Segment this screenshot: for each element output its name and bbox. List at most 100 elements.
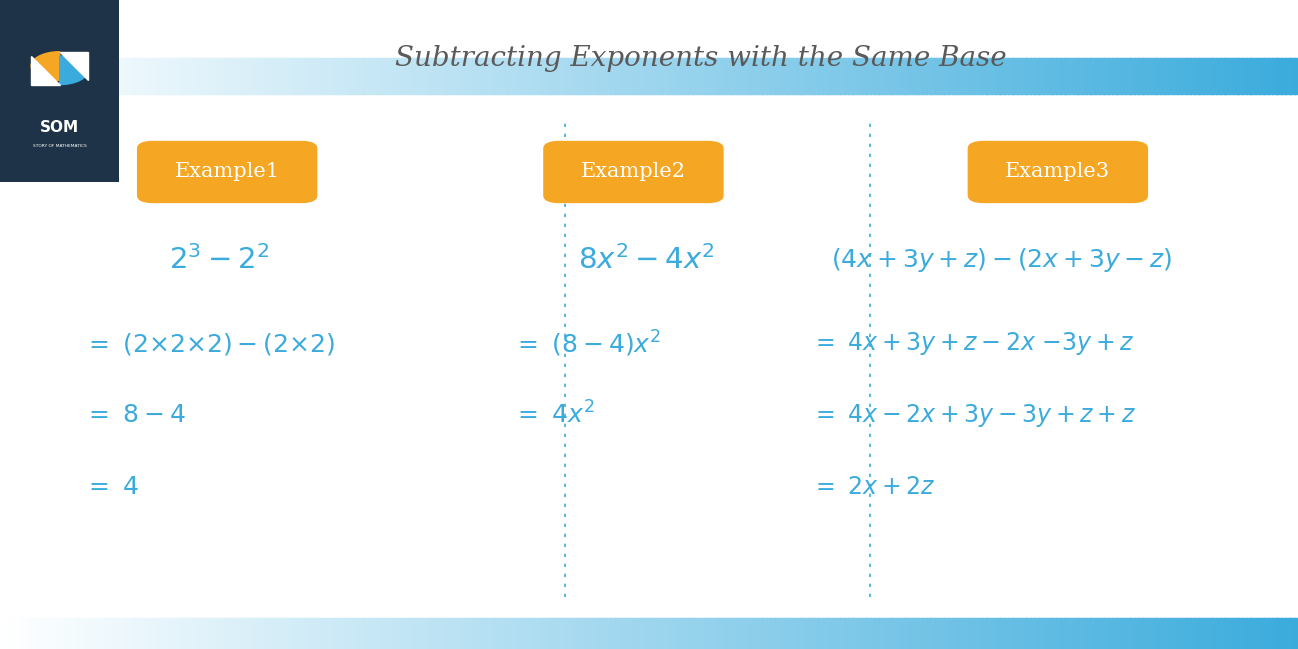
Bar <box>848 618 854 649</box>
Bar <box>653 618 659 649</box>
Bar <box>727 618 732 649</box>
Bar <box>727 58 732 94</box>
Bar <box>874 618 880 649</box>
Bar <box>165 618 170 649</box>
Bar <box>380 58 387 94</box>
Bar <box>69 58 75 94</box>
Bar <box>256 58 261 94</box>
Bar <box>1272 618 1277 649</box>
Bar <box>334 618 339 649</box>
Bar <box>1250 58 1256 94</box>
Bar <box>801 618 806 649</box>
Bar <box>1068 58 1075 94</box>
Bar <box>961 618 966 649</box>
Bar <box>48 58 53 94</box>
Polygon shape <box>60 56 88 84</box>
Bar <box>740 58 745 94</box>
Bar <box>1022 58 1027 94</box>
Bar <box>1237 58 1243 94</box>
Bar <box>367 58 374 94</box>
Bar <box>805 58 810 94</box>
Bar <box>445 618 452 649</box>
Bar <box>182 618 187 649</box>
Bar <box>1146 58 1153 94</box>
Bar <box>977 618 984 649</box>
Bar <box>632 618 637 649</box>
Bar <box>1259 58 1264 94</box>
Bar <box>671 58 676 94</box>
Bar <box>1029 58 1036 94</box>
Bar <box>360 618 365 649</box>
Bar <box>454 58 459 94</box>
Bar <box>147 58 153 94</box>
Bar <box>853 618 858 649</box>
Bar <box>896 618 901 649</box>
Bar <box>757 618 763 649</box>
Bar <box>1268 58 1273 94</box>
Bar <box>857 58 862 94</box>
Bar <box>139 58 144 94</box>
Bar <box>986 618 992 649</box>
Bar <box>471 618 478 649</box>
Bar <box>1194 58 1199 94</box>
Text: $8x^2 - 4x^2$: $8x^2 - 4x^2$ <box>578 245 714 275</box>
Bar <box>454 618 459 649</box>
Bar <box>575 58 582 94</box>
Bar <box>1198 58 1205 94</box>
Bar <box>1151 58 1157 94</box>
Bar <box>437 618 443 649</box>
Bar <box>814 618 819 649</box>
Bar <box>1263 618 1269 649</box>
Bar <box>424 58 430 94</box>
Text: $=\ 8 - 4$: $=\ 8 - 4$ <box>84 404 187 427</box>
Bar <box>536 618 543 649</box>
Bar <box>39 618 44 649</box>
Bar <box>970 618 975 649</box>
Bar <box>684 58 689 94</box>
Bar <box>251 618 257 649</box>
Bar <box>1120 58 1127 94</box>
Bar <box>990 618 997 649</box>
Bar <box>1216 58 1221 94</box>
Bar <box>944 58 949 94</box>
Bar <box>506 618 511 649</box>
Bar <box>909 58 914 94</box>
Bar <box>779 58 784 94</box>
Text: $=\ 4x + 3y + z - 2x\ {-}3y + z$: $=\ 4x + 3y + z - 2x\ {-}3y + z$ <box>811 330 1134 358</box>
Bar <box>658 58 663 94</box>
Bar <box>1181 618 1186 649</box>
Bar <box>662 58 667 94</box>
Bar <box>822 58 828 94</box>
Bar <box>1177 58 1182 94</box>
Bar <box>892 58 897 94</box>
Bar <box>610 58 615 94</box>
Bar <box>957 618 962 649</box>
Bar <box>1009 618 1014 649</box>
Bar <box>948 58 953 94</box>
Bar <box>1090 618 1096 649</box>
Bar <box>471 58 478 94</box>
Bar <box>260 58 265 94</box>
Bar <box>827 618 832 649</box>
Bar <box>740 618 745 649</box>
Bar <box>1211 618 1218 649</box>
Bar <box>996 58 1001 94</box>
Bar <box>204 618 209 649</box>
Bar <box>1237 618 1243 649</box>
Bar <box>705 58 711 94</box>
Bar <box>567 618 572 649</box>
Bar <box>199 58 205 94</box>
Bar <box>328 618 335 649</box>
Bar <box>640 618 646 649</box>
Bar <box>744 618 750 649</box>
Bar <box>1009 58 1014 94</box>
Bar <box>100 618 105 649</box>
Bar <box>809 618 815 649</box>
Bar <box>350 618 356 649</box>
Bar <box>623 618 628 649</box>
Text: STORY OF MATHEMATICS: STORY OF MATHEMATICS <box>32 144 87 148</box>
Bar <box>510 58 517 94</box>
Bar <box>840 618 845 649</box>
Bar <box>597 58 602 94</box>
Bar <box>178 618 183 649</box>
